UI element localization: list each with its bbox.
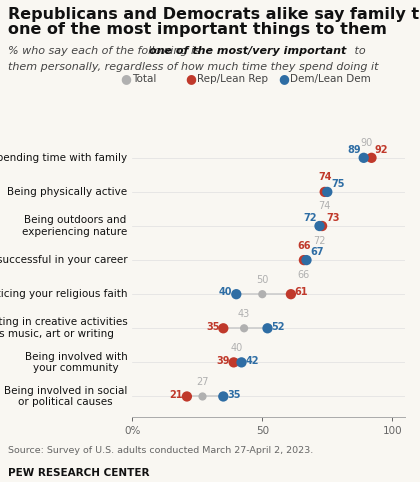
Text: Being involved with
your community: Being involved with your community: [24, 351, 127, 373]
Text: 74: 74: [318, 173, 331, 182]
Point: [199, 393, 206, 401]
Text: Total: Total: [132, 74, 157, 84]
Text: ●: ●: [186, 73, 197, 85]
Text: 92: 92: [375, 145, 388, 155]
Text: Dem/Lean Dem: Dem/Lean Dem: [290, 74, 370, 84]
Text: Rep/Lean Rep: Rep/Lean Rep: [197, 74, 268, 84]
Text: Spending time with family: Spending time with family: [0, 153, 127, 163]
Text: 40: 40: [219, 287, 232, 297]
Point: [321, 188, 328, 196]
Text: Being involved in social
or political causes: Being involved in social or political ca…: [4, 386, 127, 407]
Text: Being successful in your career: Being successful in your career: [0, 255, 127, 265]
Point: [241, 324, 247, 332]
Point: [220, 393, 227, 401]
Text: Participating in creative activities
such as music, art or writing: Participating in creative activities suc…: [0, 318, 127, 339]
Text: ●: ●: [121, 73, 131, 85]
Text: 66: 66: [298, 269, 310, 280]
Text: Source: Survey of U.S. adults conducted March 27-April 2, 2023.: Source: Survey of U.S. adults conducted …: [8, 446, 314, 455]
Text: ●: ●: [278, 73, 289, 85]
Point: [316, 222, 323, 230]
Text: 67: 67: [310, 247, 324, 257]
Text: 61: 61: [295, 287, 308, 297]
Text: 72: 72: [303, 213, 317, 223]
Text: one of the most important things to them: one of the most important things to them: [8, 22, 387, 37]
Text: 21: 21: [170, 390, 183, 400]
Point: [233, 290, 240, 298]
Text: PEW RESEARCH CENTER: PEW RESEARCH CENTER: [8, 468, 150, 478]
Point: [259, 290, 266, 298]
Text: 74: 74: [318, 201, 331, 212]
Point: [363, 154, 370, 161]
Text: % who say each of the following is: % who say each of the following is: [8, 46, 204, 56]
Text: 89: 89: [347, 145, 361, 155]
Text: 75: 75: [331, 179, 345, 189]
Text: them personally, regardless of how much time they spend doing it: them personally, regardless of how much …: [8, 62, 379, 72]
Text: 90: 90: [360, 138, 373, 148]
Text: 73: 73: [326, 213, 339, 223]
Text: 39: 39: [216, 356, 230, 366]
Point: [321, 188, 328, 196]
Point: [360, 154, 367, 161]
Point: [220, 324, 227, 332]
Text: 27: 27: [196, 377, 209, 387]
Point: [324, 188, 331, 196]
Text: 35: 35: [227, 390, 241, 400]
Point: [303, 256, 310, 264]
Point: [319, 222, 326, 230]
Point: [184, 393, 190, 401]
Point: [368, 154, 375, 161]
Point: [233, 359, 240, 366]
Point: [264, 324, 271, 332]
Point: [316, 222, 323, 230]
Point: [288, 290, 294, 298]
Text: Being outdoors and
experiencing nature: Being outdoors and experiencing nature: [22, 215, 127, 237]
Text: 72: 72: [313, 236, 326, 245]
Text: Republicans and Democrats alike say family time is: Republicans and Democrats alike say fami…: [8, 7, 420, 22]
Text: one of the most/very important: one of the most/very important: [149, 46, 346, 56]
Point: [301, 256, 307, 264]
Point: [230, 359, 237, 366]
Text: to: to: [351, 46, 365, 56]
Point: [301, 256, 307, 264]
Text: 42: 42: [245, 356, 259, 366]
Text: 35: 35: [206, 321, 219, 332]
Text: 52: 52: [271, 321, 285, 332]
Text: 40: 40: [230, 343, 242, 353]
Text: 43: 43: [238, 309, 250, 319]
Text: 50: 50: [256, 275, 268, 285]
Point: [238, 359, 245, 366]
Text: Practicing your religious faith: Practicing your religious faith: [0, 289, 127, 299]
Text: Being physically active: Being physically active: [7, 187, 127, 197]
Text: 66: 66: [297, 241, 311, 251]
